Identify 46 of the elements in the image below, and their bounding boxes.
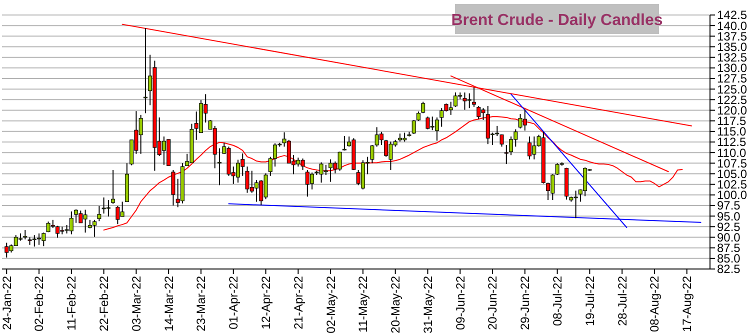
chart-title: Brent Crude - Daily Candles — [451, 12, 663, 29]
candlestick — [342, 136, 346, 151]
x-tick-label: 31-May-22 — [420, 276, 435, 334]
x-tick-label: 20-Jun-22 — [486, 276, 500, 330]
x-tick-label: 09-Jun-22 — [453, 276, 468, 330]
x-tick-label: 17-Aug-22 — [680, 276, 694, 332]
x-tick-label: 03-Mar-22 — [129, 276, 144, 332]
x-tick-label: 08-Jul-22 — [550, 276, 564, 326]
candlestick — [143, 28, 148, 114]
candlestick — [421, 101, 426, 114]
x-tick-label: 12-Apr-22 — [258, 276, 273, 330]
candlestick — [509, 136, 514, 156]
candlestick — [23, 230, 28, 240]
candlestick — [472, 86, 476, 108]
candlestick — [434, 116, 439, 142]
candlestick — [217, 148, 222, 186]
x-tick-label: 24-Jan-22 — [0, 276, 14, 330]
candlestick — [74, 208, 78, 224]
x-tick-label: 23-Mar-22 — [194, 276, 208, 332]
x-tick-label: 29-Jun-22 — [518, 276, 532, 330]
x-tick-label: 11-May-22 — [356, 276, 370, 332]
candlestick — [56, 225, 60, 238]
x-tick-label: 08-Aug-22 — [648, 276, 662, 332]
candlestick — [328, 158, 333, 182]
candlestick — [384, 139, 388, 158]
x-tick-label: 14-Mar-22 — [162, 276, 176, 332]
x-tick-label: 21-Apr-22 — [291, 276, 306, 330]
x-tick-label: 01-Apr-22 — [226, 276, 241, 330]
x-tick-label: 02-Feb-22 — [32, 276, 46, 332]
x-tick-label: 28-Jul-22 — [615, 276, 630, 326]
x-tick-label: 02-May-22 — [324, 276, 338, 334]
candlestick — [416, 111, 420, 122]
x-tick-label: 11-Feb-22 — [64, 276, 79, 330]
x-tick-label: 20-May-22 — [388, 276, 403, 334]
candlestick — [528, 136, 532, 160]
candlestick — [379, 131, 384, 146]
candlestick — [370, 144, 374, 164]
candlestick — [500, 134, 504, 148]
candlestick — [111, 169, 116, 204]
candlestick — [97, 205, 102, 222]
candlestick — [412, 119, 416, 134]
x-tick-label: 19-Jul-22 — [582, 276, 597, 326]
candlestick — [171, 169, 176, 206]
candlestick — [69, 210, 74, 235]
x-tick-label: 22-Feb-22 — [97, 276, 112, 332]
candlestick — [324, 164, 328, 176]
